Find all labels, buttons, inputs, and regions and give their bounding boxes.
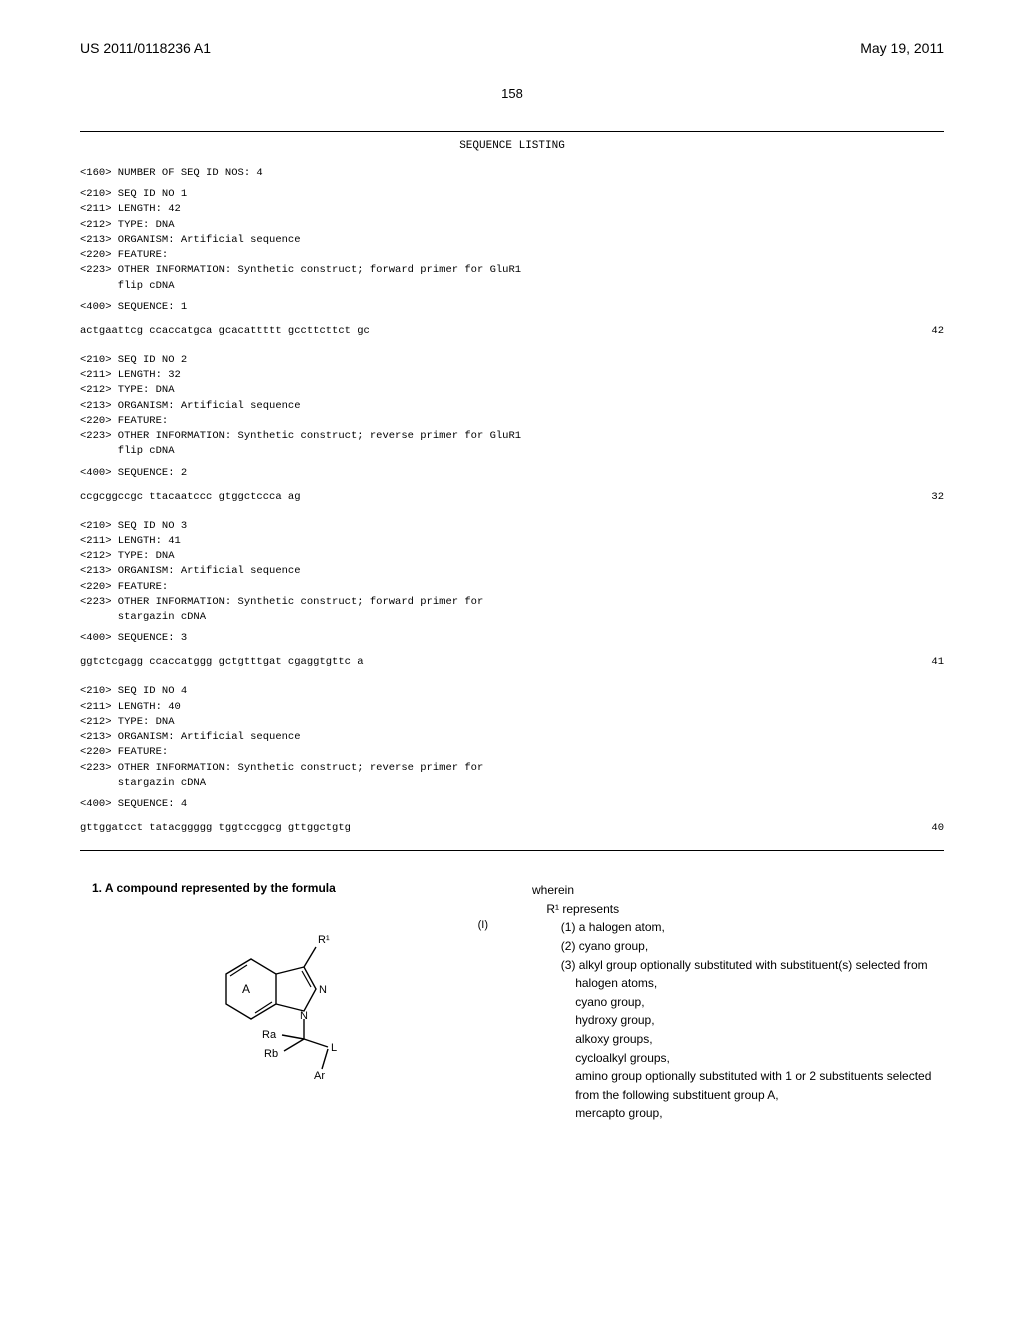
claim-subitem: halogen atoms, bbox=[575, 974, 944, 993]
seq-text: actgaattcg ccaccatgca gcacattttt gccttct… bbox=[80, 325, 370, 337]
seq-entry-header: <210> SEQ ID NO 2 <211> LENGTH: 32 <212>… bbox=[80, 353, 944, 460]
seq-len: 42 bbox=[931, 325, 944, 337]
seq-len: 32 bbox=[931, 491, 944, 503]
claim-item: (3) alkyl group optionally substituted w… bbox=[561, 956, 944, 975]
claim-subitem: mercapto group, bbox=[575, 1104, 944, 1123]
seq-entry-sequence: gttggatcct tatacggggg tggtccggcg gttggct… bbox=[80, 822, 944, 834]
claim-subitem: amino group optionally substituted with … bbox=[575, 1067, 944, 1104]
seq-text: ccgcggccgc ttacaatccc gtggctccca ag bbox=[80, 491, 301, 503]
svg-text:L: L bbox=[331, 1042, 337, 1054]
svg-text:R¹: R¹ bbox=[318, 934, 330, 946]
claim-subitem: alkoxy groups, bbox=[575, 1030, 944, 1049]
seq-text: gttggatcct tatacggggg tggtccggcg gttggct… bbox=[80, 822, 351, 834]
claim-subitem: cycloalkyl groups, bbox=[575, 1049, 944, 1068]
claims-section: 1. A compound represented by the formula… bbox=[80, 881, 944, 1123]
seq-entry-sequence: actgaattcg ccaccatgca gcacattttt gccttct… bbox=[80, 325, 944, 337]
svg-text:A: A bbox=[242, 982, 250, 996]
wherein: wherein bbox=[532, 881, 944, 900]
seq-entry-header: <210> SEQ ID NO 4 <211> LENGTH: 40 <212>… bbox=[80, 684, 944, 791]
seq-len: 41 bbox=[931, 656, 944, 668]
bottom-rule bbox=[80, 850, 944, 851]
structure-svg: R¹ A N N Ra Rb L Ar bbox=[196, 919, 376, 1079]
seq-entry-sequence: ccgcggccgc ttacaatccc gtggctccca ag 32 bbox=[80, 491, 944, 503]
sequence-listing-title: SEQUENCE LISTING bbox=[80, 140, 944, 152]
svg-text:Rb: Rb bbox=[264, 1048, 278, 1060]
seq-text: ggtctcgagg ccaccatggg gctgtttgat cgaggtg… bbox=[80, 656, 364, 668]
seq-entry-sequence: ggtctcgagg ccaccatggg gctgtttgat cgaggtg… bbox=[80, 656, 944, 668]
seq-entry-header: <210> SEQ ID NO 3 <211> LENGTH: 41 <212>… bbox=[80, 519, 944, 626]
claim-subitem: hydroxy group, bbox=[575, 1011, 944, 1030]
top-rule bbox=[80, 131, 944, 132]
svg-text:Ar: Ar bbox=[314, 1070, 325, 1079]
seq-entry-label: <400> SEQUENCE: 3 bbox=[80, 631, 944, 646]
seq-entry-label: <400> SEQUENCE: 1 bbox=[80, 300, 944, 315]
chemical-structure: (I) R¹ A N N bbox=[80, 919, 492, 1082]
svg-text:Ra: Ra bbox=[262, 1029, 277, 1041]
formula-label: (I) bbox=[478, 919, 488, 931]
seq-len: 40 bbox=[931, 822, 944, 834]
publication-number: US 2011/0118236 A1 bbox=[80, 40, 211, 56]
seq-num-nos: <160> NUMBER OF SEQ ID NOS: 4 bbox=[80, 166, 944, 181]
claim-definitions: wherein R¹ represents (1) a halogen atom… bbox=[532, 881, 944, 1123]
claim-item: (2) cyano group, bbox=[561, 937, 944, 956]
publication-date: May 19, 2011 bbox=[860, 40, 944, 56]
claim-1-lead: 1. A compound represented by the formula bbox=[80, 881, 492, 895]
page-number: 158 bbox=[80, 86, 944, 101]
seq-entry-header: <210> SEQ ID NO 1 <211> LENGTH: 42 <212>… bbox=[80, 187, 944, 294]
r1-represents: R¹ represents bbox=[546, 900, 944, 919]
svg-text:N: N bbox=[319, 984, 327, 996]
claim-item: (1) a halogen atom, bbox=[561, 918, 944, 937]
claim-subitem: cyano group, bbox=[575, 993, 944, 1012]
seq-entry-label: <400> SEQUENCE: 4 bbox=[80, 797, 944, 812]
seq-entry-label: <400> SEQUENCE: 2 bbox=[80, 466, 944, 481]
